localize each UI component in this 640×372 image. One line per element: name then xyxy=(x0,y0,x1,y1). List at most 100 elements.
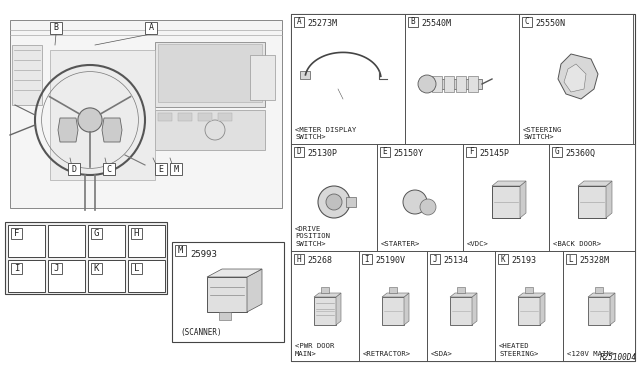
Text: L: L xyxy=(569,254,573,263)
Bar xyxy=(68,163,80,175)
Bar xyxy=(155,163,167,175)
Bar xyxy=(377,144,463,251)
Bar xyxy=(427,79,482,89)
Bar xyxy=(450,297,472,325)
Bar xyxy=(88,225,125,257)
Bar xyxy=(88,260,125,292)
Bar xyxy=(432,76,442,92)
Polygon shape xyxy=(518,293,545,297)
Text: F: F xyxy=(468,148,474,157)
Polygon shape xyxy=(382,293,409,297)
Bar xyxy=(549,144,635,251)
Bar xyxy=(498,254,508,264)
Text: D: D xyxy=(72,164,77,173)
Text: L: L xyxy=(134,264,139,273)
Circle shape xyxy=(326,194,342,210)
Text: 25360Q: 25360Q xyxy=(565,149,595,158)
Bar xyxy=(359,251,427,361)
Bar xyxy=(291,144,377,251)
Bar xyxy=(389,287,397,293)
Polygon shape xyxy=(247,269,262,312)
Text: <DRIVE
POSITION
SWITCH>: <DRIVE POSITION SWITCH> xyxy=(295,226,330,247)
Text: C: C xyxy=(525,17,529,26)
Bar xyxy=(218,113,232,121)
Bar xyxy=(12,45,42,105)
Text: 25540M: 25540M xyxy=(421,19,451,28)
Bar xyxy=(10,20,282,208)
Bar xyxy=(178,113,192,121)
Bar xyxy=(463,144,549,251)
Bar xyxy=(468,76,478,92)
Polygon shape xyxy=(207,269,262,277)
Polygon shape xyxy=(564,64,586,92)
Text: B: B xyxy=(411,17,415,26)
Bar xyxy=(300,71,310,79)
Text: M: M xyxy=(173,164,179,173)
Polygon shape xyxy=(492,181,526,186)
Text: A: A xyxy=(148,23,154,32)
Text: E: E xyxy=(383,148,387,157)
Text: 25993: 25993 xyxy=(190,250,217,259)
Text: C: C xyxy=(106,164,111,173)
Text: 25328M: 25328M xyxy=(579,256,609,265)
Bar xyxy=(588,297,610,325)
Bar xyxy=(172,242,284,342)
Text: 25193: 25193 xyxy=(511,256,536,265)
Bar xyxy=(219,312,231,320)
Bar xyxy=(5,222,167,294)
Text: J: J xyxy=(433,254,437,263)
Polygon shape xyxy=(472,293,477,325)
Bar xyxy=(321,287,329,293)
Circle shape xyxy=(418,75,436,93)
Text: F: F xyxy=(14,229,19,238)
Bar xyxy=(525,287,533,293)
Polygon shape xyxy=(58,118,78,142)
Polygon shape xyxy=(610,293,615,325)
Text: J: J xyxy=(54,264,59,273)
Bar xyxy=(131,263,142,274)
Bar xyxy=(294,147,304,157)
Bar xyxy=(578,186,606,218)
Text: <PWR DOOR
MAIN>: <PWR DOOR MAIN> xyxy=(295,343,334,357)
Circle shape xyxy=(78,108,102,132)
Polygon shape xyxy=(314,293,341,297)
Polygon shape xyxy=(558,54,598,99)
Circle shape xyxy=(420,199,436,215)
Bar xyxy=(291,251,359,361)
Bar xyxy=(466,147,476,157)
Polygon shape xyxy=(540,293,545,325)
Bar xyxy=(103,163,115,175)
Text: <120V MAIN>: <120V MAIN> xyxy=(567,351,615,357)
Polygon shape xyxy=(404,293,409,325)
Text: <STARTER>: <STARTER> xyxy=(381,241,420,247)
Text: D: D xyxy=(297,148,301,157)
Text: H: H xyxy=(297,254,301,263)
Text: K: K xyxy=(94,264,99,273)
Text: 25150Y: 25150Y xyxy=(393,149,423,158)
Text: <SDA>: <SDA> xyxy=(431,351,453,357)
Bar xyxy=(128,225,165,257)
Bar xyxy=(48,225,85,257)
Text: R25100D4: R25100D4 xyxy=(600,353,637,362)
Bar xyxy=(128,260,165,292)
Text: 25550N: 25550N xyxy=(535,19,565,28)
Bar xyxy=(170,163,182,175)
Bar xyxy=(380,147,390,157)
Bar xyxy=(158,113,172,121)
Text: I: I xyxy=(14,264,19,273)
Text: K: K xyxy=(500,254,506,263)
Polygon shape xyxy=(336,293,341,325)
Bar xyxy=(158,44,262,102)
Circle shape xyxy=(403,190,427,214)
Bar xyxy=(48,260,85,292)
Text: <BACK DOOR>: <BACK DOOR> xyxy=(553,241,601,247)
Bar xyxy=(250,55,275,100)
Text: 25145P: 25145P xyxy=(479,149,509,158)
Bar xyxy=(155,110,265,150)
Bar xyxy=(457,287,465,293)
Bar xyxy=(11,263,22,274)
Text: E: E xyxy=(159,164,163,173)
Text: <RETRACTOR>: <RETRACTOR> xyxy=(363,351,411,357)
Bar xyxy=(552,147,562,157)
Bar xyxy=(198,113,212,121)
